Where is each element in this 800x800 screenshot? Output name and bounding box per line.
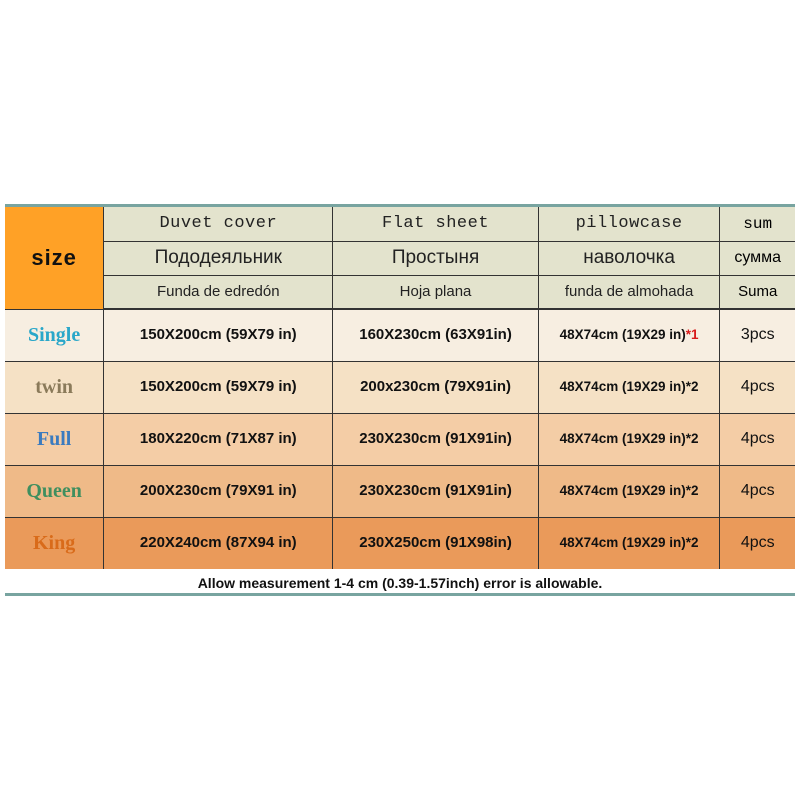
pillow-value: 48X74cm (19X29 in)*2 [560, 379, 699, 394]
hdr-pillow-ru: наволочка [583, 247, 675, 268]
table-row: King 220X240cm (87X94 in) 230X250cm (91X… [5, 517, 795, 569]
sum-value: 4pcs [741, 378, 775, 395]
hdr-sheet-ru: Простыня [392, 247, 479, 268]
table-row: twin 150X200cm (59X79 in) 200x230cm (79X… [5, 361, 795, 413]
header-row-es: Funda de edredón Hoja plana funda de alm… [5, 275, 795, 309]
duvet-value: 220X240cm (87X94 in) [140, 534, 297, 551]
sheet-value: 230X230cm (91X91in) [359, 482, 512, 499]
hdr-sheet-es: Hoja plana [400, 283, 472, 300]
size-table: size Duvet cover Flat sheet pillowcase s… [5, 207, 795, 569]
hdr-duvet-ru: Пододеяльник [155, 247, 282, 268]
sum-value: 4pcs [741, 482, 775, 499]
size-name: twin [35, 376, 73, 398]
hdr-duvet-en: Duvet cover [159, 214, 277, 233]
size-name: Single [28, 324, 80, 346]
sheet-value: 230X230cm (91X91in) [359, 430, 512, 447]
pillow-value: 48X74cm (19X29 in)*2 [560, 483, 699, 498]
duvet-value: 150X200cm (59X79 in) [140, 326, 297, 343]
hdr-sum-ru: сумма [734, 249, 781, 266]
size-header-cell: size [5, 207, 104, 309]
hdr-pillow-es: funda de almohada [565, 283, 693, 300]
size-name: Full [37, 428, 71, 450]
hdr-sum-es: Suma [738, 283, 777, 300]
header-row-en: size Duvet cover Flat sheet pillowcase s… [5, 207, 795, 241]
hdr-pillow-en: pillowcase [576, 214, 683, 233]
sum-value: 4pcs [741, 534, 775, 551]
hdr-sheet-en: Flat sheet [382, 214, 489, 233]
hdr-sum-en: sum [743, 215, 772, 233]
sheet-value: 200x230cm (79X91in) [360, 378, 511, 395]
sheet-value: 230X250cm (91X98in) [359, 534, 512, 551]
size-name: Queen [26, 480, 82, 502]
sum-value: 4pcs [741, 430, 775, 447]
hdr-duvet-es: Funda de edredón [157, 283, 280, 300]
duvet-value: 150X200cm (59X79 in) [140, 378, 297, 395]
table-row: Queen 200X230cm (79X91 in) 230X230cm (91… [5, 465, 795, 517]
sheet-value: 160X230cm (63X91in) [359, 326, 512, 343]
table-row: Full 180X220cm (71X87 in) 230X230cm (91X… [5, 413, 795, 465]
pillow-value: 48X74cm (19X29 in)*2 [560, 535, 699, 550]
size-name: King [33, 532, 75, 554]
table-row: Single 150X200cm (59X79 in) 160X230cm (6… [5, 309, 795, 361]
pillow-value: 48X74cm (19X29 in)*1 [560, 327, 699, 342]
footnote: Allow measurement 1-4 cm (0.39-1.57inch)… [5, 569, 795, 593]
sum-value: 3pcs [741, 326, 775, 343]
size-label: size [31, 245, 77, 270]
pillow-value: 48X74cm (19X29 in)*2 [560, 431, 699, 446]
size-chart: size Duvet cover Flat sheet pillowcase s… [5, 204, 795, 596]
duvet-value: 200X230cm (79X91 in) [140, 482, 297, 499]
header-row-ru: Пододеяльник Простыня наволочка сумма [5, 241, 795, 275]
duvet-value: 180X220cm (71X87 in) [140, 430, 297, 447]
